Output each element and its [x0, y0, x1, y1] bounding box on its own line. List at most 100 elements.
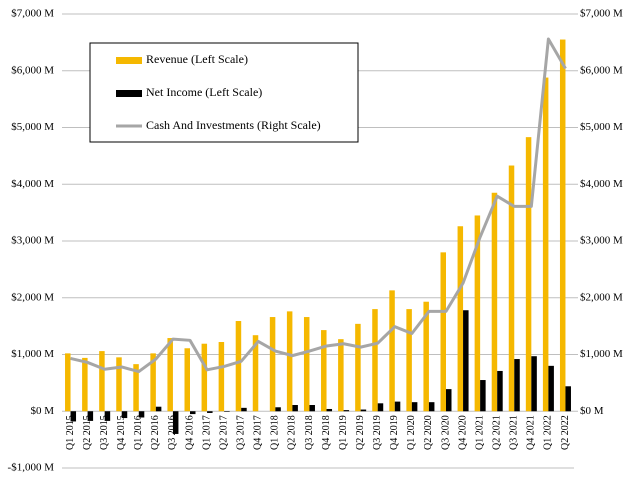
bar: [269, 317, 276, 412]
x-tick-label: Q4 2018: [321, 415, 332, 450]
y2-tick-label: $4,000 M: [580, 178, 623, 190]
bar: [207, 411, 213, 413]
x-tick-label: Q2 2018: [287, 415, 298, 450]
bar: [275, 407, 281, 412]
x-tick-label: Q1 2020: [406, 415, 417, 450]
y2-tick-label: $2,000 M: [580, 291, 623, 303]
x-tick-label: Q3 2017: [235, 415, 246, 450]
y-tick-label: $0 M: [30, 405, 54, 417]
bar: [138, 411, 145, 418]
x-tick-label: Q1 2016: [133, 415, 144, 450]
legend-label: Net Income (Left Scale): [146, 85, 262, 99]
bar: [224, 411, 230, 412]
x-tick-label: Q1 2015: [65, 415, 76, 450]
bar: [87, 411, 94, 421]
bar: [235, 321, 242, 412]
bar: [133, 364, 139, 412]
x-tick-label: Q2 2015: [82, 415, 93, 450]
legend-label: Cash And Investments (Right Scale): [146, 118, 321, 132]
bar: [440, 252, 446, 412]
bar: [321, 330, 327, 412]
y2-tick-label: $0 M: [580, 405, 604, 417]
bar: [457, 226, 464, 412]
x-tick-label: Q3 2016: [167, 415, 178, 450]
bar: [150, 353, 156, 412]
y2-tick-label: $5,000 M: [580, 121, 623, 133]
x-tick-label: Q2 2020: [423, 415, 434, 450]
bar: [155, 406, 162, 412]
bar: [446, 389, 452, 412]
x-tick-label: Q4 2016: [184, 415, 195, 450]
bar: [70, 411, 77, 422]
x-tick-label: Q3 2020: [440, 415, 451, 450]
bar: [355, 323, 361, 412]
x-tick-label: Q4 2019: [389, 415, 400, 450]
bar: [480, 380, 486, 412]
bar: [463, 310, 469, 412]
y-tick-label: $4,000 M: [11, 178, 54, 190]
bar: [190, 411, 196, 415]
bar: [121, 411, 128, 419]
bar: [116, 357, 122, 412]
bar: [201, 343, 208, 412]
bar: [474, 215, 481, 412]
x-tick-label: Q3 2021: [509, 415, 520, 450]
bar: [406, 309, 412, 412]
x-tick-label: Q3 2015: [99, 415, 110, 450]
x-tick-label: Q2 2017: [218, 415, 229, 450]
bar: [542, 77, 549, 412]
x-tick-label: Q4 2015: [116, 415, 127, 450]
bar: [326, 408, 333, 412]
x-tick-label: Q1 2017: [201, 415, 212, 450]
bar: [548, 365, 554, 412]
x-tick-label: Q1 2018: [270, 415, 281, 450]
bar: [292, 405, 298, 412]
bar: [525, 137, 532, 412]
x-tick-label: Q3 2018: [304, 415, 315, 450]
y-tick-label: $7,000 M: [11, 8, 54, 20]
bar: [303, 317, 310, 412]
x-tick-label: Q2 2019: [355, 415, 366, 450]
y-tick-label: $2,000 M: [11, 291, 54, 303]
bar: [389, 290, 395, 412]
bar: [423, 301, 429, 412]
bar: [514, 359, 520, 412]
y2-tick-label: $1,000 M: [580, 348, 623, 360]
bar: [377, 403, 384, 412]
y2-tick-label: $7,000 M: [580, 8, 623, 20]
y-tick-label: -$1,000 M: [8, 462, 55, 474]
x-tick-label: Q2 2022: [560, 415, 571, 450]
bar: [82, 357, 88, 412]
bar: [343, 410, 350, 412]
bar: [99, 351, 105, 412]
bar: [65, 353, 71, 412]
bar: [394, 401, 401, 412]
y-tick-label: $6,000 M: [11, 64, 54, 76]
x-tick-label: Q1 2021: [474, 415, 485, 450]
legend-swatch: [116, 90, 142, 97]
legend-label: Revenue (Left Scale): [146, 52, 248, 66]
x-tick-label: Q2 2021: [491, 415, 502, 450]
bar: [372, 309, 378, 412]
x-tick-label: Q4 2021: [526, 415, 537, 450]
x-tick-label: Q2 2016: [150, 415, 161, 450]
bar: [428, 402, 435, 412]
x-tick-label: Q1 2019: [338, 415, 349, 450]
x-tick-label: Q1 2022: [543, 415, 554, 450]
y-tick-label: $5,000 M: [11, 121, 54, 133]
y-tick-label: $3,000 M: [11, 235, 54, 247]
bar: [559, 39, 566, 412]
bar: [531, 356, 537, 412]
bar: [241, 407, 247, 412]
bar: [252, 335, 259, 412]
bar: [565, 386, 571, 412]
y2-tick-label: $3,000 M: [580, 235, 623, 247]
x-tick-label: Q3 2019: [372, 415, 383, 450]
x-tick-label: Q4 2020: [457, 415, 468, 450]
x-tick-label: Q4 2017: [253, 415, 264, 450]
line: [70, 37, 567, 374]
bar: [338, 339, 344, 412]
bar: [218, 342, 225, 412]
bar: [286, 311, 293, 412]
